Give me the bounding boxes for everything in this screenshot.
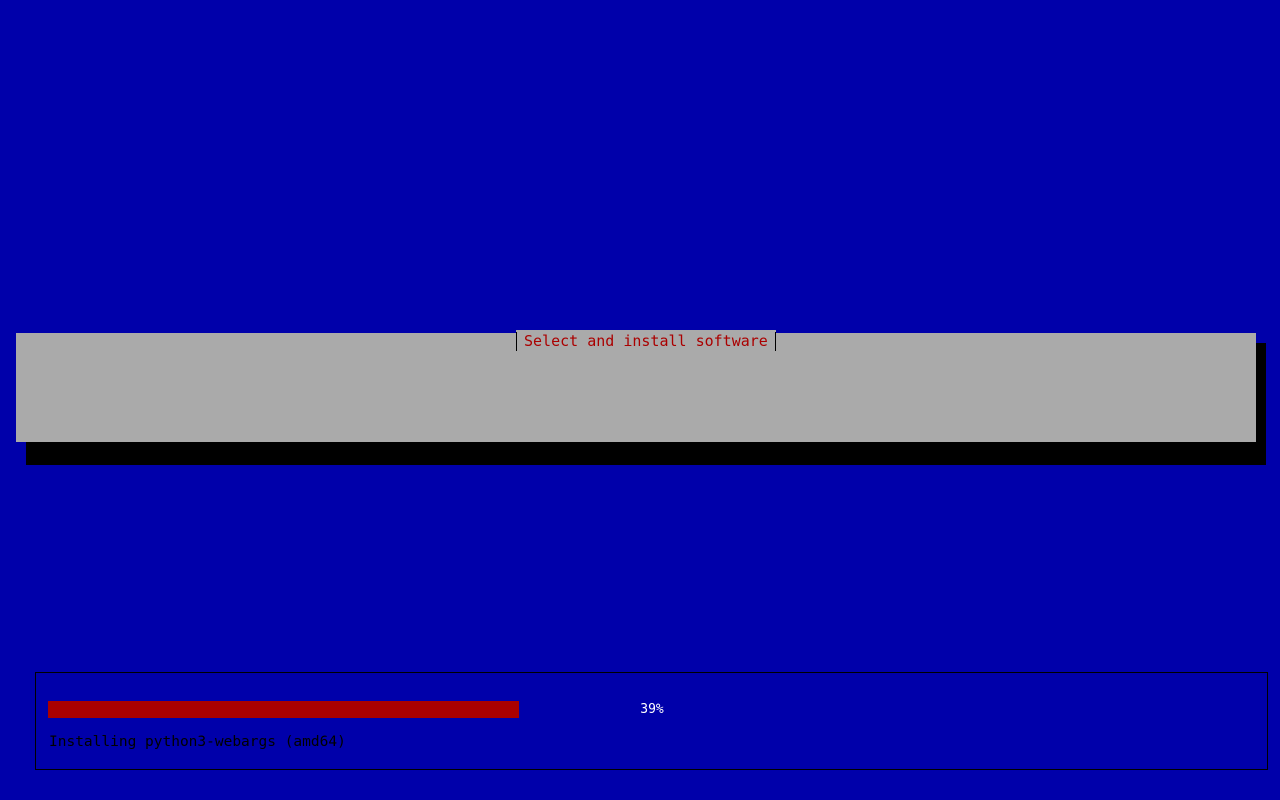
- installation-status-text: Installing python3-webargs (amd64): [49, 734, 346, 750]
- progress-bar-fill: [48, 701, 520, 718]
- title-right-tick-icon: [774, 331, 776, 351]
- dialog-title-bar: Select and install software: [516, 330, 776, 352]
- dialog-title-text: Select and install software: [517, 330, 775, 352]
- progress-percent-label: 39%: [640, 702, 664, 717]
- installation-progress-bar: 39%: [48, 701, 1256, 718]
- dialog-inner-frame: [35, 672, 1268, 770]
- title-left-tick-icon: [516, 331, 517, 351]
